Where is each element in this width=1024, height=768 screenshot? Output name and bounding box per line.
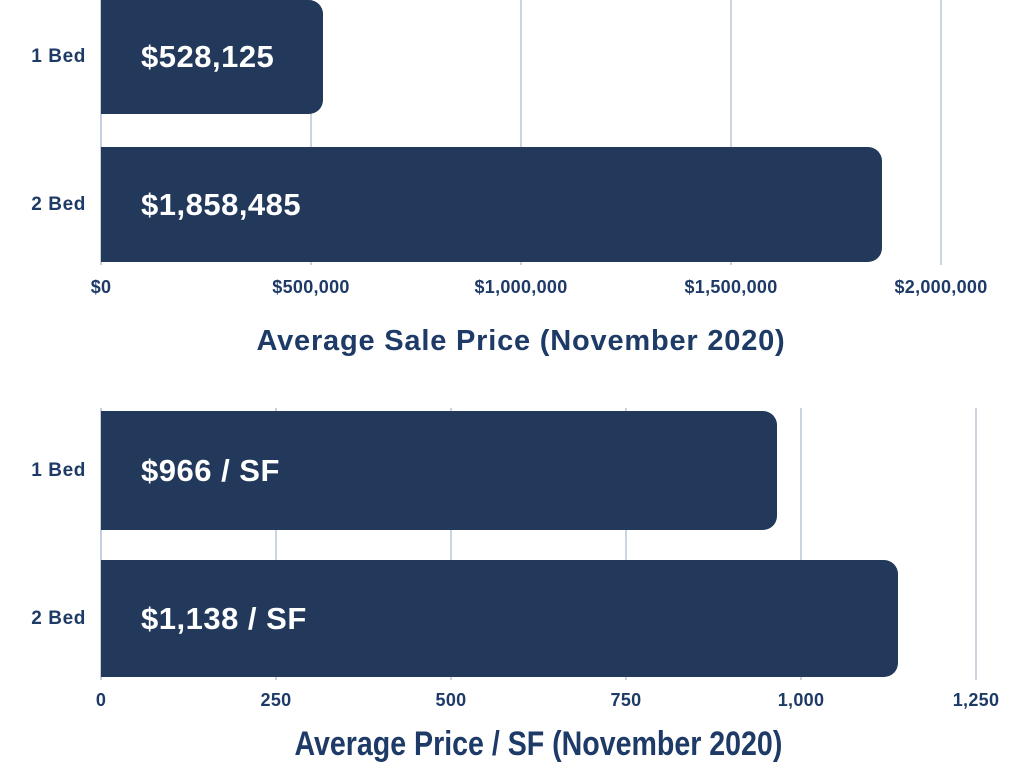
- chart-title: Average Price / SF (November 2020): [101, 725, 976, 764]
- bar-row-2-bed: $1,138 / SF: [101, 560, 898, 677]
- y-axis-line: [100, 408, 102, 680]
- x-axis: $0 $500,000 $1,000,000 $1,500,000 $2,000,000: [91, 277, 988, 299]
- gridline: [975, 408, 977, 680]
- bar-1-bed: $966 / SF: [101, 411, 778, 530]
- x-tick-label: 1,000: [777, 690, 825, 710]
- average-price-per-sf-chart: 1 Bed 2 Bed $966 / SF $1,138 / SF 0 250 500 7…: [0, 408, 1024, 768]
- bar-2-bed: $1,858,485: [101, 147, 882, 262]
- x-tick-label: $1,500,000: [684, 277, 778, 297]
- gridline: [940, 0, 942, 265]
- category-label-2-bed: 2 Bed: [31, 193, 86, 215]
- bar-row-2-bed: $1,858,485: [101, 147, 882, 262]
- bar-value-label: $1,138 / SF: [141, 600, 307, 636]
- gridline: [275, 408, 277, 680]
- average-sale-price-chart: 1 Bed 2 Bed $528,125 $1,858,485 $0 $500,000…: [0, 0, 1024, 372]
- gridline: [450, 408, 452, 680]
- bar-2-bed: $1,138 / SF: [101, 560, 898, 677]
- x-tick-label: 750: [610, 690, 642, 710]
- y-axis-line: [100, 0, 102, 265]
- plot-area: $528,125 $1,858,485: [100, 0, 991, 265]
- category-axis: 1 Bed 2 Bed: [0, 0, 86, 265]
- bar-value-label: $1,858,485: [141, 186, 302, 222]
- gridline: [310, 0, 312, 265]
- bar-value-label: $966 / SF: [141, 452, 280, 488]
- x-tick-label: $0: [90, 277, 112, 297]
- gridline: [625, 408, 627, 680]
- x-tick-label: $1,000,000: [474, 277, 568, 297]
- gridline: [730, 0, 732, 265]
- bar-1-bed: $528,125: [101, 0, 323, 114]
- x-tick-label: 500: [435, 690, 467, 710]
- chart-title-text: Average Price / SF (November 2020): [294, 725, 783, 763]
- category-label-1-bed: 1 Bed: [31, 46, 86, 67]
- category-label-1-bed: 1 Bed: [31, 459, 86, 481]
- gridline: [800, 408, 802, 680]
- bar-value-label: $528,125: [141, 39, 275, 74]
- bar-row-1-bed: $528,125: [101, 0, 323, 114]
- plot-area: $966 / SF $1,138 / SF: [100, 408, 1024, 680]
- x-tick-label: 250: [260, 690, 292, 710]
- category-axis: 1 Bed 2 Bed: [0, 408, 86, 680]
- category-label-2-bed: 2 Bed: [31, 607, 86, 629]
- x-tick-label: $500,000: [272, 277, 350, 297]
- chart-title-text: Average Sale Price (November 2020): [256, 325, 786, 357]
- bar-row-1-bed: $966 / SF: [101, 411, 778, 530]
- x-tick-label: $2,000,000: [894, 277, 988, 297]
- x-tick-label: 0: [95, 690, 107, 710]
- x-axis: 0 250 500 750 1,000 1,250: [96, 690, 999, 712]
- x-tick-label: 1,250: [952, 690, 1000, 710]
- gridline: [520, 0, 522, 265]
- chart-title: Average Sale Price (November 2020): [101, 325, 941, 358]
